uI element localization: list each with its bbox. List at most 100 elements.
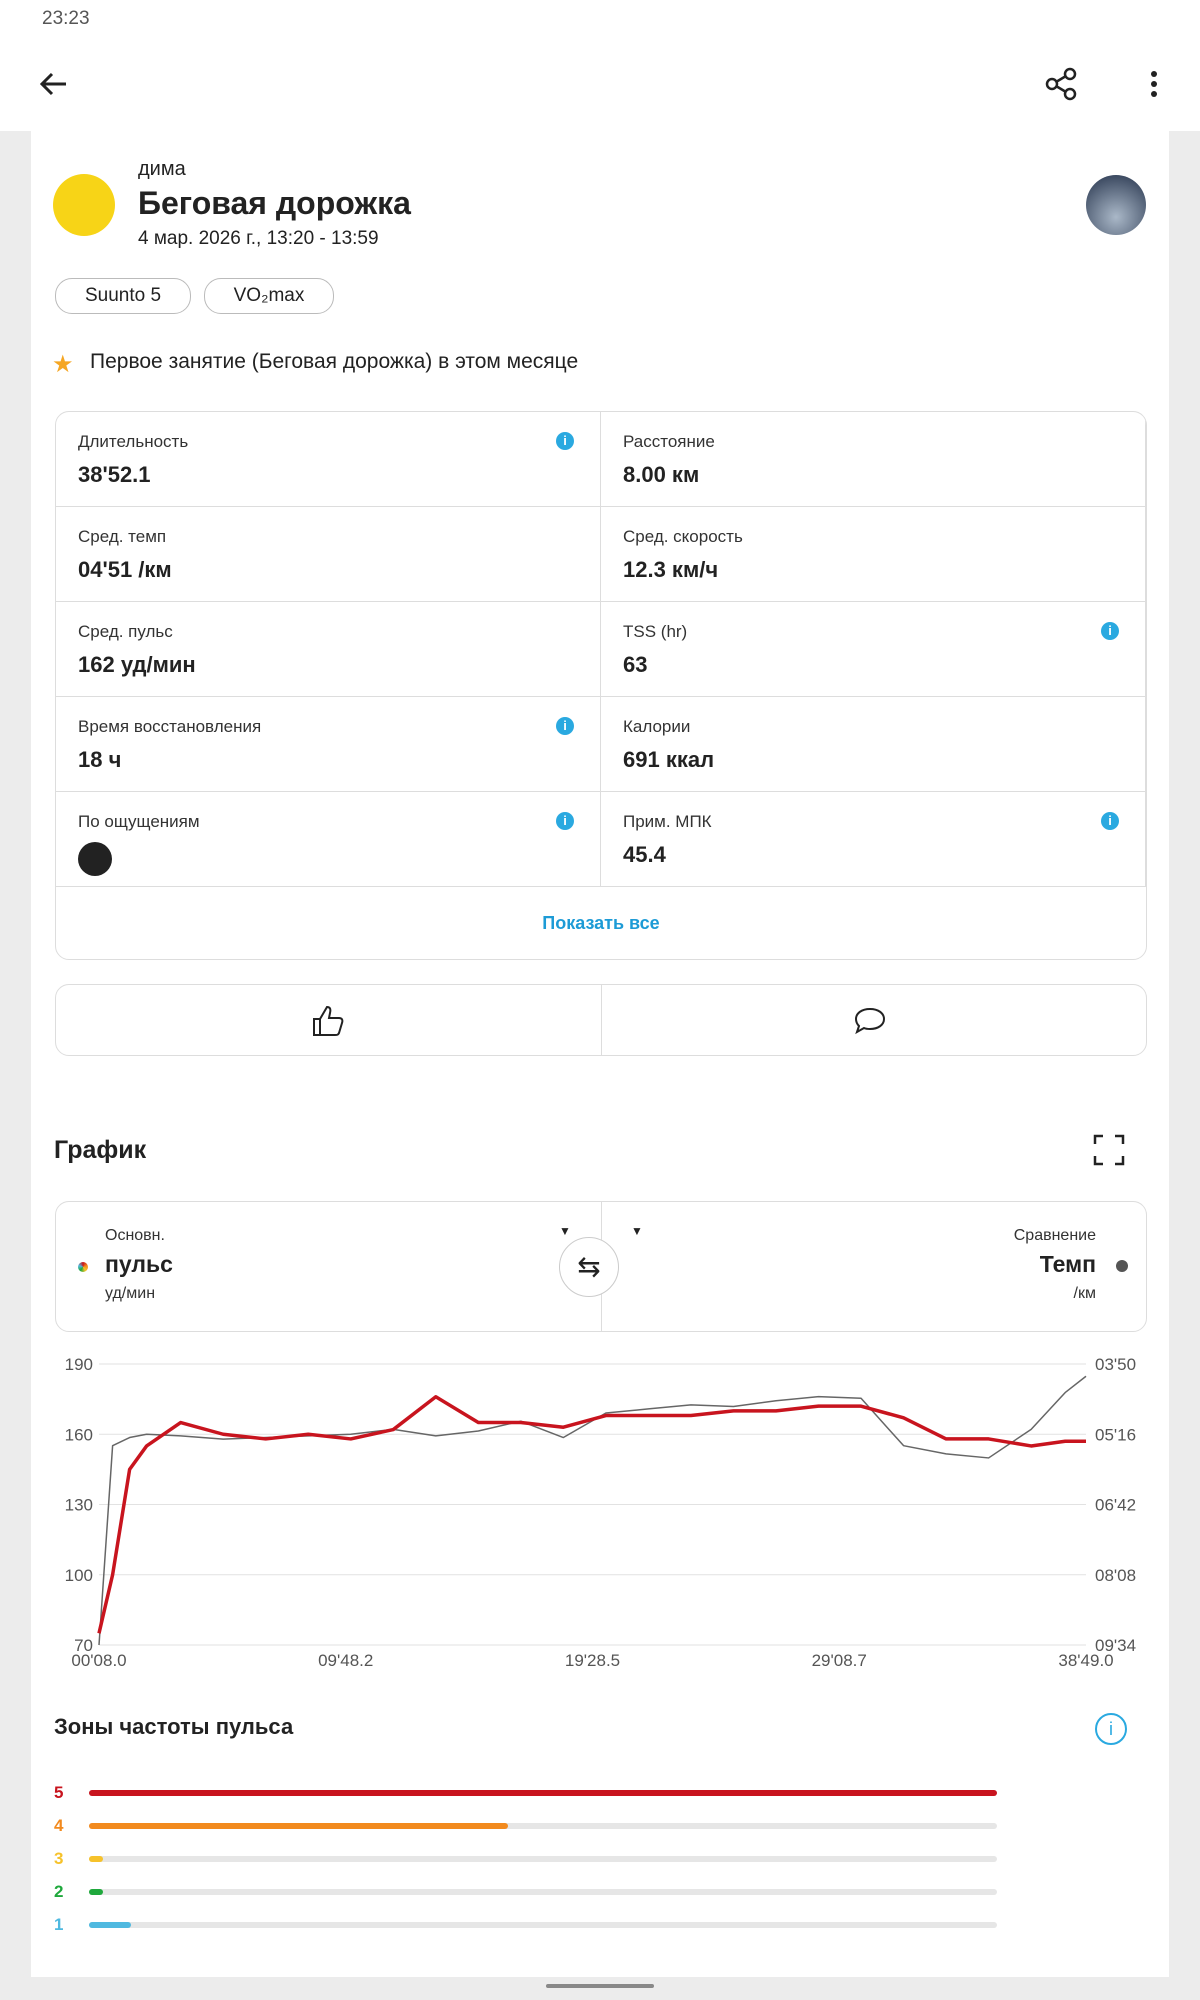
zone-track xyxy=(89,1856,997,1862)
activity-icon xyxy=(53,174,115,236)
info-icon[interactable]: i xyxy=(556,812,574,830)
chart: 70 100 130 160 190 09'34 08'08 06'42 05'16 03'50 0… xyxy=(65,1355,1136,1670)
zone-bar xyxy=(89,1922,131,1928)
info-icon[interactable]: i xyxy=(556,717,574,735)
stat-value: 45.4 xyxy=(623,842,666,867)
stat-cell: TSS (hr) 63 i xyxy=(601,602,1146,697)
y2-tick-label: 03'50 xyxy=(1095,1355,1136,1374)
stat-label: Прим. МПК xyxy=(623,812,712,831)
stat-cell: Калории 691 ккал xyxy=(601,697,1146,792)
show-all-button[interactable]: Показать все xyxy=(542,913,660,933)
fullscreen-button[interactable] xyxy=(1093,1134,1125,1166)
stat-value: 12.3 км/ч xyxy=(623,557,719,582)
info-icon[interactable]: i xyxy=(1101,812,1119,830)
star-icon: ★ xyxy=(52,351,74,378)
zone-number: 5 xyxy=(54,1783,64,1802)
stat-label: TSS (hr) xyxy=(623,622,688,641)
graph-selector: Основн. пульс уд/мин Сравнение Темп /км … xyxy=(55,1201,1147,1332)
zone-number: 1 xyxy=(54,1915,64,1934)
info-icon[interactable]: i xyxy=(1101,622,1119,640)
stats-table: Показать все Длительность 38'52.1 i Расстоя… xyxy=(55,411,1147,960)
stat-value: 63 xyxy=(623,652,648,677)
compare-unit: /км xyxy=(1073,1285,1096,1302)
stat-label: Длительность xyxy=(78,432,189,451)
main-unit: уд/мин xyxy=(105,1285,156,1302)
stat-label: Расстояние xyxy=(623,432,715,451)
reaction-bar xyxy=(55,984,1147,1056)
compare-metric[interactable]: Темп xyxy=(1039,1251,1096,1277)
user-name: дима xyxy=(138,158,186,180)
top-bar xyxy=(0,0,1200,131)
swap-button[interactable]: ⇆ xyxy=(559,1237,619,1297)
y2-tick-label: 08'08 xyxy=(1095,1566,1136,1585)
main-metric[interactable]: пульс xyxy=(105,1251,173,1277)
stat-label: Сред. скорость xyxy=(623,527,743,546)
zone-bar xyxy=(89,1790,997,1796)
dropdown[interactable]: ▼ xyxy=(559,1224,571,1238)
x-tick-label: 29'08.7 xyxy=(812,1651,867,1670)
y2-tick-label: 05'16 xyxy=(1095,1425,1136,1444)
stat-label: Калории xyxy=(623,717,691,736)
main-caption: Основн. xyxy=(105,1227,165,1244)
zone-bar xyxy=(89,1856,103,1862)
y-tick-label: 130 xyxy=(65,1496,93,1515)
zone-number: 4 xyxy=(54,1816,64,1835)
stat-value: 18 ч xyxy=(78,747,122,772)
zone-bar xyxy=(89,1889,103,1895)
stat-value: 691 ккал xyxy=(623,747,715,772)
x-tick-label: 38'49.0 xyxy=(1058,1651,1113,1670)
stat-cell: Расстояние 8.00 км xyxy=(601,412,1146,507)
stat-cell: Сред. темп 04'51 /км xyxy=(56,507,601,602)
stat-cell: По ощущениям i xyxy=(56,792,601,887)
y-tick-label: 70 xyxy=(74,1636,93,1655)
clock: 23:23 xyxy=(42,8,90,29)
zones-title: Зоны частоты пульса xyxy=(54,1714,294,1739)
y-tick-label: 190 xyxy=(65,1355,93,1374)
stat-cell: Время восстановления 18 ч i xyxy=(56,697,601,792)
back-button[interactable] xyxy=(36,66,72,102)
mood-icon xyxy=(78,842,112,876)
info-button[interactable]: i xyxy=(1095,1713,1127,1745)
title: Беговая дорожка xyxy=(138,185,411,221)
zone-bar xyxy=(89,1823,509,1829)
stat-value: 162 уд/мин xyxy=(78,652,196,677)
section-title: График xyxy=(54,1136,147,1164)
profile-photo[interactable] xyxy=(1086,175,1146,235)
share-button[interactable] xyxy=(1044,66,1080,102)
date: 4 мар. 2026 г., 13:20 - 13:59 xyxy=(138,228,379,249)
tag: Suunto 5 xyxy=(55,278,191,314)
stat-value: 04'51 /км xyxy=(78,557,172,582)
zone-track xyxy=(89,1889,997,1895)
stat-label: По ощущениям xyxy=(78,812,200,831)
zone-track xyxy=(89,1823,997,1829)
y2-tick-label: 09'34 xyxy=(1095,1636,1136,1655)
stat-label: Сред. темп xyxy=(78,527,167,546)
menu-button[interactable] xyxy=(1144,66,1164,102)
x-tick-label: 09'48.2 xyxy=(318,1651,373,1670)
info-icon[interactable]: i xyxy=(556,432,574,450)
x-tick-label: 00'08.0 xyxy=(71,1651,126,1670)
tag: VO₂max xyxy=(204,278,334,314)
stat-cell: Длительность 38'52.1 i xyxy=(56,412,601,507)
stat-label: Время восстановления xyxy=(78,717,262,736)
y2-tick-label: 06'42 xyxy=(1095,1496,1136,1515)
zone-track xyxy=(89,1922,997,1928)
dropdown[interactable]: ▼ xyxy=(631,1224,643,1238)
series-line xyxy=(97,1395,1086,1634)
zone-number: 2 xyxy=(54,1882,64,1901)
stat-cell: Сред. пульс 162 уд/мин xyxy=(56,602,601,697)
stat-cell: Сред. скорость 12.3 км/ч xyxy=(601,507,1146,602)
comment-button[interactable] xyxy=(853,1005,887,1037)
compare-caption: Сравнение xyxy=(1013,1227,1096,1244)
achievement: Первое занятие (Беговая дорожка) в этом … xyxy=(90,350,579,373)
y-tick-label: 100 xyxy=(65,1566,93,1585)
series-line xyxy=(98,1375,1087,1646)
stat-cell: Прим. МПК 45.4 i xyxy=(601,792,1146,887)
like-button[interactable] xyxy=(311,1005,345,1037)
stat-value: 8.00 км xyxy=(623,462,700,487)
stat-label: Сред. пульс xyxy=(78,622,173,641)
zone-number: 3 xyxy=(54,1849,64,1868)
stat-value: 38'52.1 xyxy=(78,462,151,487)
home-indicator xyxy=(546,1984,654,1988)
